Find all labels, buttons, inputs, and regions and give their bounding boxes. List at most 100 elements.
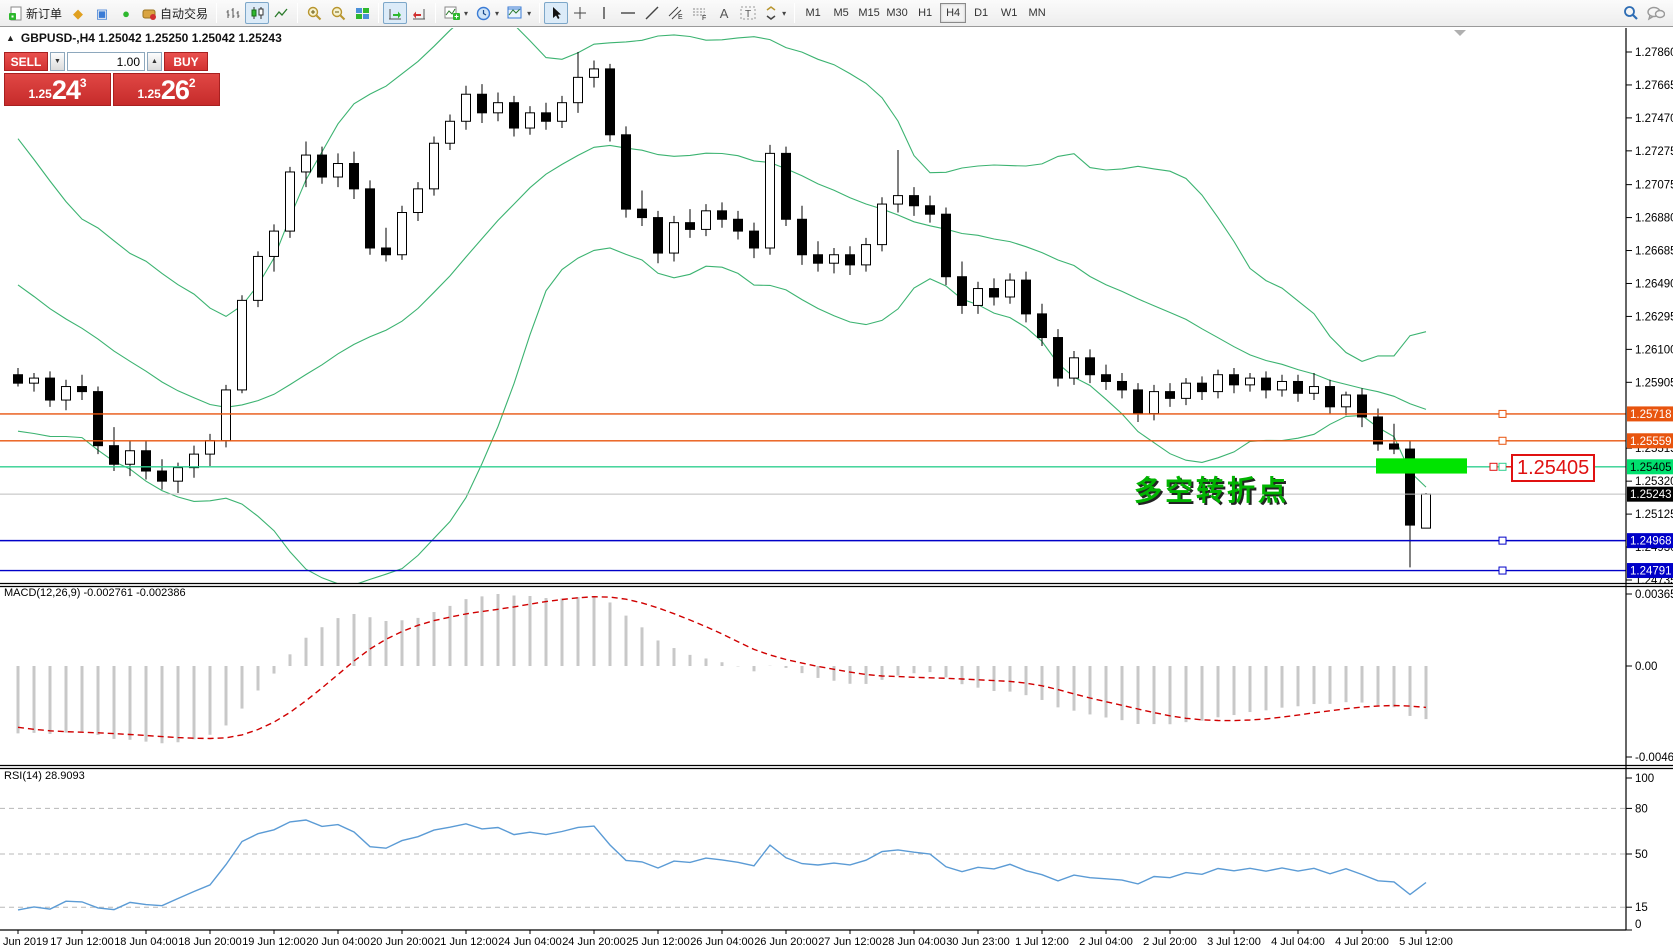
templates-caret-icon: ▾ [527, 8, 532, 18]
templates-button[interactable]: ▾ [503, 2, 535, 24]
text-label-button[interactable]: T [736, 2, 760, 24]
svg-text:1.24968: 1.24968 [1630, 536, 1672, 548]
zoom-in-button[interactable] [302, 2, 326, 24]
timeframe-h4-button[interactable]: H4 [940, 3, 967, 23]
macd-axis: 0.003658 0.00 -0.004645 [1626, 589, 1673, 764]
svg-text:26 Jun 04:00: 26 Jun 04:00 [690, 936, 754, 948]
turning-point-annotation: 多空转折点 [1134, 475, 1290, 506]
chart-bars-button[interactable] [221, 2, 245, 24]
svg-text:1.26685: 1.26685 [1635, 246, 1673, 258]
svg-text:24 Jun 20:00: 24 Jun 20:00 [562, 936, 626, 948]
sell-button[interactable]: SELL [4, 52, 48, 71]
price-level-callout[interactable]: 1.25405 [1511, 454, 1596, 482]
fibonacci-button[interactable]: F [688, 2, 712, 24]
svg-text:1.25718: 1.25718 [1630, 409, 1672, 421]
arrows-button[interactable]: ▾ [760, 2, 790, 24]
svg-text:15: 15 [1635, 902, 1648, 914]
svg-text:80: 80 [1635, 803, 1648, 815]
price-axis[interactable]: 1.27860 1.27665 1.27470 1.27275 1.27075 1.268… [1626, 47, 1673, 587]
auto-scroll-button[interactable] [383, 2, 408, 24]
equidistant-channel-button[interactable]: E [664, 2, 688, 24]
tile-windows-button[interactable] [350, 2, 374, 24]
sell-price-sup: 3 [79, 76, 87, 90]
zoom-in-icon [307, 6, 321, 20]
vertical-line-button[interactable] [592, 2, 616, 24]
chat-icon [1647, 6, 1665, 21]
periods-button[interactable]: ▾ [472, 2, 503, 24]
svg-text:1.25125: 1.25125 [1635, 509, 1673, 521]
buy-price-box[interactable]: 1.25 26 2 [113, 73, 220, 106]
svg-text:1.25405: 1.25405 [1630, 462, 1672, 474]
data-window-icon: ▣ [95, 5, 109, 21]
horizontal-line-button[interactable] [616, 2, 640, 24]
indicators-button[interactable]: ▾ [440, 2, 472, 24]
svg-text:1.26880: 1.26880 [1635, 213, 1673, 225]
highlight-zone[interactable] [1376, 458, 1467, 474]
timeframe-m30-button[interactable]: M30 [886, 7, 908, 19]
arrows-caret-icon: ▾ [782, 8, 787, 18]
timeframe-d1-button[interactable]: D1 [974, 7, 989, 19]
chart-candles-icon [251, 7, 264, 19]
search-button[interactable] [1619, 2, 1643, 24]
buy-price-sup: 2 [188, 76, 196, 90]
crosshair-button[interactable] [568, 2, 592, 24]
buy-button[interactable]: BUY [164, 52, 208, 71]
volume-up-button[interactable]: ▲ [147, 52, 162, 71]
toolbar-separator [378, 3, 380, 23]
svg-text:T: T [745, 9, 751, 20]
timeframe-mn-button[interactable]: MN [1028, 7, 1046, 19]
zoom-out-button[interactable] [326, 2, 350, 24]
svg-text:1.25243: 1.25243 [1630, 489, 1672, 501]
chart-line-button[interactable] [269, 2, 293, 24]
volume-down-button[interactable]: ▼ [50, 52, 65, 71]
svg-text:1.27075: 1.27075 [1635, 180, 1673, 192]
trendline-button[interactable] [640, 2, 664, 24]
rsi-panel [0, 807, 1626, 911]
svg-text:25 Jun 12:00: 25 Jun 12:00 [626, 936, 690, 948]
svg-text:1.27860: 1.27860 [1635, 47, 1673, 59]
chart-candles-button[interactable] [245, 2, 270, 24]
svg-text:26 Jun 20:00: 26 Jun 20:00 [754, 936, 818, 948]
svg-text:1.25905: 1.25905 [1635, 377, 1673, 389]
data-window-button[interactable]: ▣ [90, 2, 114, 24]
navigator-icon: ● [122, 5, 130, 21]
svg-text:0: 0 [1635, 919, 1641, 931]
timeframe-m5-button[interactable]: M5 [833, 7, 849, 19]
toolbar-separator [539, 3, 541, 23]
svg-text:17 Jun 12:00: 17 Jun 12:00 [50, 936, 114, 948]
svg-text:18 Jun 04:00: 18 Jun 04:00 [114, 936, 178, 948]
cursor-button[interactable] [544, 2, 569, 24]
chart-shift-button[interactable] [407, 2, 431, 24]
rsi-axis: 100 80 50 15 0 [1626, 773, 1654, 931]
toolbar: 新订单 ◆ ▣ ● 自动交易 [0, 0, 1673, 27]
level-lines[interactable] [0, 409, 1626, 575]
svg-text:19 Jun 12:00: 19 Jun 12:00 [242, 936, 306, 948]
svg-text:21 Jun 12:00: 21 Jun 12:00 [434, 936, 498, 948]
text-button[interactable]: A [712, 2, 736, 24]
collapse-panel-icon[interactable]: ▲ [6, 33, 15, 43]
sell-price-box[interactable]: 1.25 24 3 [4, 73, 111, 106]
timeframe-m15-button[interactable]: M15 [858, 7, 880, 19]
chat-button[interactable] [1643, 2, 1669, 24]
market-watch-button[interactable]: ◆ [66, 2, 90, 24]
timeframe-m1-button[interactable]: M1 [805, 7, 821, 19]
indicators-caret-icon: ▾ [464, 8, 469, 18]
svg-text:1.26295: 1.26295 [1635, 311, 1673, 323]
new-order-button[interactable]: 新订单 [4, 2, 66, 24]
search-icon [1624, 6, 1638, 20]
timeframe-w1-button[interactable]: W1 [1000, 7, 1018, 19]
tile-windows-icon [355, 7, 369, 19]
auto-trading-button[interactable]: 自动交易 [138, 2, 212, 24]
sell-price-big: 24 [51, 75, 81, 105]
timeframe-h1-button[interactable]: H1 [918, 7, 933, 19]
auto-scroll-icon [388, 8, 401, 19]
volume-input[interactable] [67, 52, 145, 71]
navigator-button[interactable]: ● [114, 2, 138, 24]
svg-text:50: 50 [1635, 849, 1648, 861]
equidistant-channel-icon: E [668, 6, 683, 20]
chart-shift-marker-icon [1454, 30, 1466, 36]
svg-text:1.25559: 1.25559 [1630, 436, 1672, 448]
